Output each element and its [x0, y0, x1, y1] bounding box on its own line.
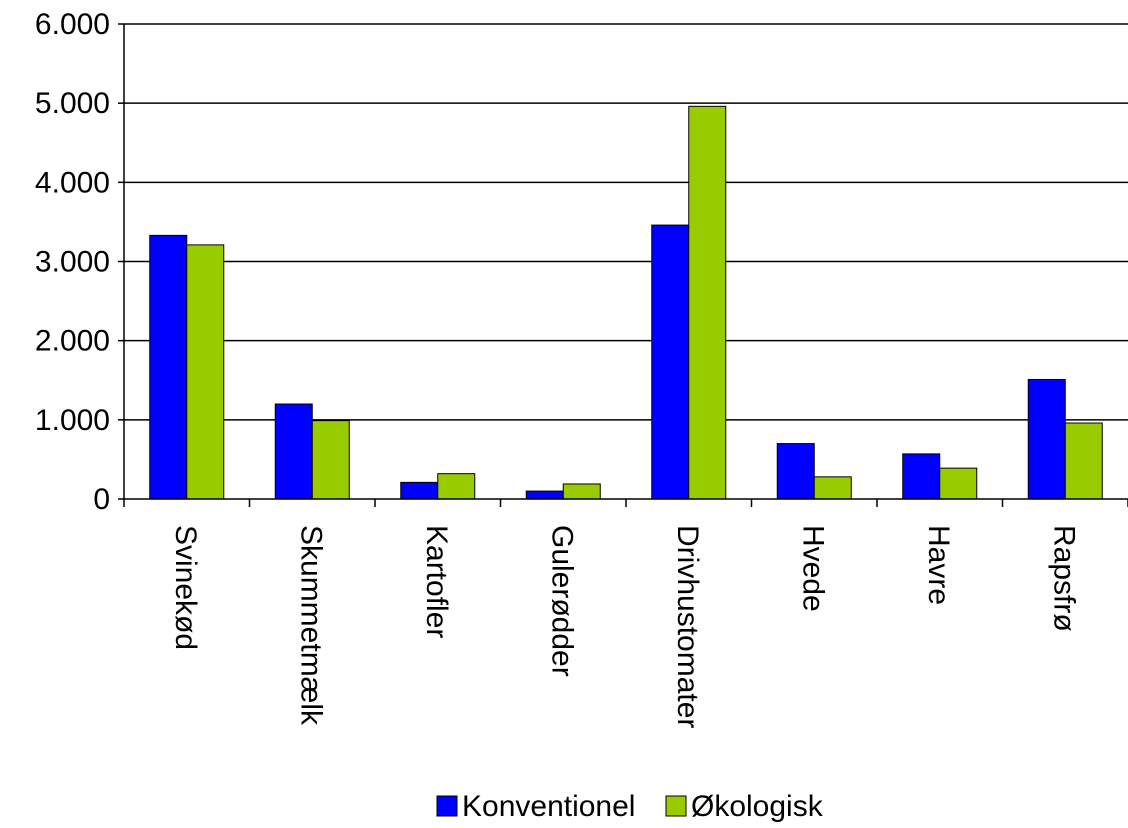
y-tick-label: 1.000: [35, 404, 110, 437]
bar-konventionel: [149, 234, 188, 500]
bar-okologisk: [437, 473, 476, 500]
gridlines: [124, 23, 1128, 421]
bar-konventionel: [1027, 378, 1066, 500]
legend-label-konventionel: Konventionel: [462, 790, 635, 823]
category-label: Havre: [922, 525, 955, 605]
bar-okologisk: [1064, 422, 1103, 500]
bar-konventionel: [274, 403, 313, 500]
bar-okologisk: [311, 420, 350, 500]
category-label: Hvede: [796, 525, 829, 612]
category-label: Skummetmælk: [294, 525, 327, 726]
y-tick-label: 3.000: [35, 246, 110, 279]
category-label: Kartofler: [420, 525, 453, 638]
bar-okologisk: [813, 476, 852, 500]
bar-okologisk: [186, 244, 225, 500]
y-tick-label: 2.000: [35, 325, 110, 358]
bar-konventionel: [651, 224, 690, 500]
y-tick-label: 4.000: [35, 166, 110, 199]
y-tick-label: 5.000: [35, 87, 110, 120]
bar-okologisk: [939, 467, 978, 500]
bar-konventionel: [902, 453, 941, 500]
bar-konventionel: [776, 443, 815, 500]
bar-okologisk: [562, 483, 601, 500]
category-label: Rapsfrø: [1047, 525, 1080, 632]
bar-konventionel: [400, 481, 439, 500]
bars: [149, 105, 1103, 500]
y-tick-labels: 0 1.000 2.000 3.000 4.000 5.000 6.000: [35, 8, 110, 516]
y-tick-label: 0: [93, 483, 110, 516]
legend-swatch-konventionel: [436, 795, 458, 817]
category-label: Gulerødder: [545, 525, 578, 677]
category-label: Svinekød: [169, 525, 202, 650]
legend-swatch-okologisk: [665, 795, 687, 817]
y-tick-label: 6.000: [35, 8, 110, 41]
axes: [118, 23, 1128, 507]
category-labels: Svinekød Skummetmælk Kartofler Gulerødder Dr…: [169, 525, 1081, 728]
legend: Konventionel Økologisk: [436, 790, 824, 823]
category-label: Drivhustomater: [671, 525, 704, 728]
legend-label-okologisk: Økologisk: [691, 790, 824, 823]
bar-okologisk: [688, 105, 727, 500]
bar-konventionel: [525, 490, 564, 500]
